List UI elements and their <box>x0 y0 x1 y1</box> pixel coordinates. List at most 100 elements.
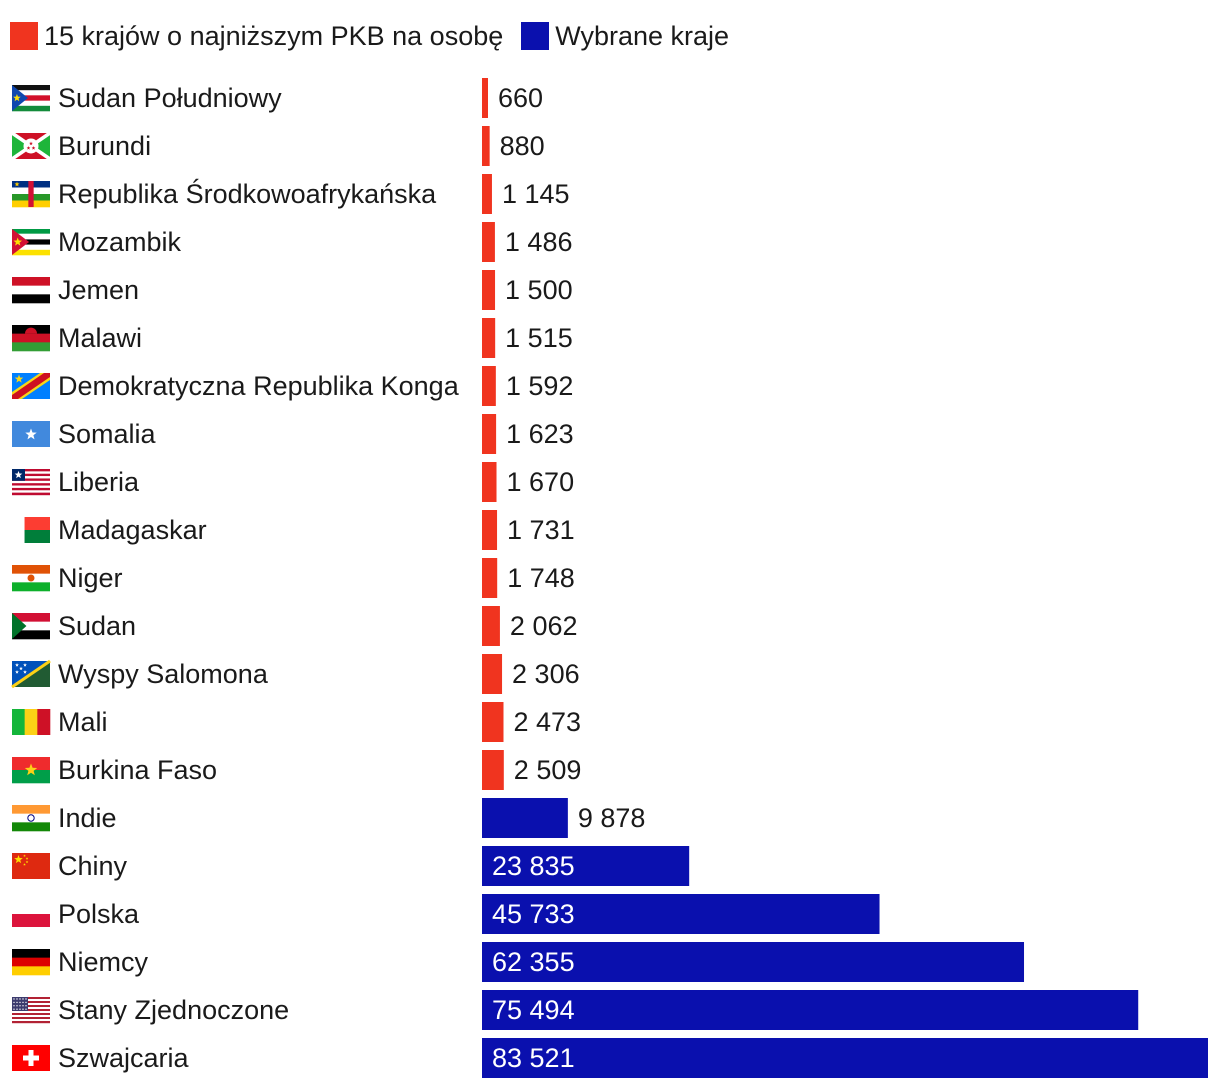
bar <box>482 510 498 550</box>
bar <box>482 126 490 166</box>
bar <box>482 1038 1208 1078</box>
somalia-flag-icon <box>12 421 50 447</box>
value-label: 45 733 <box>492 899 575 929</box>
legend-label-low: 15 krajów o najniższym PKB na osobę <box>44 21 504 51</box>
chart-row: Somalia 1 623 <box>12 414 574 454</box>
category-label: Burundi <box>58 131 151 161</box>
bar <box>482 270 496 310</box>
category-label: Niger <box>58 563 123 593</box>
category-label: Wyspy Salomona <box>58 659 269 689</box>
sudan-flag-icon <box>12 613 50 640</box>
value-label: 1 592 <box>506 371 574 401</box>
chart-row: Malawi 1 515 <box>12 318 573 358</box>
value-label: 2 473 <box>513 707 581 737</box>
malawi-flag-icon <box>12 325 50 352</box>
south-sudan-flag-icon <box>12 85 50 112</box>
category-label: Jemen <box>58 275 139 305</box>
chart-row: Polska 45 733 <box>12 894 880 934</box>
dr-congo-flag-icon <box>12 373 50 399</box>
chart-row: Indie 9 878 <box>12 798 645 838</box>
bar <box>482 414 497 454</box>
bar <box>482 462 497 502</box>
chart-row: Stany Zjednoczone 75 494 <box>12 990 1139 1030</box>
legend-label-selected: Wybrane kraje <box>555 21 730 51</box>
chart-row: Liberia 1 670 <box>12 462 574 502</box>
chart-row: Jemen 1 500 <box>12 270 573 310</box>
chart-row: Wyspy Salomona 2 306 <box>11 654 580 694</box>
mali-flag-icon <box>12 709 51 735</box>
usa-flag-icon <box>12 997 50 1024</box>
legend-item-selected: Wybrane kraje <box>521 20 729 52</box>
value-label: 75 494 <box>492 995 575 1025</box>
chart-row: Sudan 2 062 <box>12 606 578 646</box>
category-label: Sudan Południowy <box>58 83 282 113</box>
category-label: Polska <box>58 899 140 929</box>
category-label: Sudan <box>58 611 136 641</box>
bar <box>482 654 503 694</box>
central-african-republic-flag-icon <box>12 181 50 208</box>
category-label: Mali <box>58 707 108 737</box>
legend: 15 krajów o najniższym PKB na osobę Wybr… <box>10 20 747 52</box>
category-label: Malawi <box>58 323 142 353</box>
legend-swatch-low <box>10 22 38 50</box>
category-label: Republika Środkowoafrykańska <box>58 177 437 209</box>
chart-row: Niger 1 748 <box>12 558 575 598</box>
bar <box>482 798 568 838</box>
category-label: Liberia <box>58 467 140 497</box>
value-label: 880 <box>500 131 545 161</box>
category-label: Stany Zjednoczone <box>58 995 289 1025</box>
bar <box>482 366 496 406</box>
germany-flag-icon <box>12 949 50 976</box>
value-label: 2 306 <box>512 659 580 689</box>
value-label: 9 878 <box>578 803 646 833</box>
bar <box>482 606 500 646</box>
value-label: 1 731 <box>507 515 575 545</box>
bar <box>482 894 880 934</box>
bar <box>482 78 488 118</box>
category-label: Chiny <box>58 851 128 881</box>
chart-row: Demokratyczna Republika Konga 1 592 <box>12 366 573 406</box>
category-label: Mozambik <box>58 227 182 257</box>
category-label: Demokratyczna Republika Konga <box>58 371 460 401</box>
legend-swatch-selected <box>521 22 550 50</box>
chart-row: Madagaskar 1 731 <box>12 510 575 550</box>
madagascar-flag-icon <box>12 517 50 543</box>
chart-row: Mali 2 473 <box>12 702 581 742</box>
bar <box>482 222 495 262</box>
yemen-flag-icon <box>12 277 50 304</box>
category-label: Szwajcaria <box>58 1043 190 1073</box>
burkina-faso-flag-icon <box>12 757 50 784</box>
bar <box>482 846 690 886</box>
value-label: 1 748 <box>507 563 575 593</box>
value-label: 83 521 <box>492 1043 575 1073</box>
bar <box>482 990 1139 1030</box>
bar <box>482 942 1025 982</box>
bar <box>482 702 504 742</box>
mozambique-flag-icon <box>12 229 50 256</box>
category-label: Indie <box>58 803 117 833</box>
value-label: 1 486 <box>505 227 573 257</box>
bar <box>482 174 492 214</box>
chart-row: Chiny 23 835 <box>12 846 690 886</box>
category-label: Niemcy <box>58 947 149 977</box>
category-label: Somalia <box>58 419 157 449</box>
liberia-flag-icon <box>12 469 50 496</box>
value-label: 62 355 <box>492 947 575 977</box>
chart-row: Burkina Faso 2 509 <box>12 750 581 790</box>
value-label: 2 062 <box>510 611 578 641</box>
value-label: 1 145 <box>502 179 570 209</box>
solomon-islands-flag-icon <box>11 659 51 689</box>
switzerland-flag-icon <box>12 1045 50 1071</box>
bar <box>482 318 496 358</box>
bar <box>482 558 498 598</box>
chart-row: Niemcy 62 355 <box>12 942 1025 982</box>
chart-row: Szwajcaria 83 521 <box>12 1038 1208 1078</box>
china-flag-icon <box>12 853 50 879</box>
bar <box>482 750 504 790</box>
category-label: Madagaskar <box>58 515 207 545</box>
value-label: 2 509 <box>514 755 582 785</box>
value-label: 660 <box>498 83 543 113</box>
value-label: 23 835 <box>492 851 575 881</box>
india-flag-icon <box>12 805 50 832</box>
